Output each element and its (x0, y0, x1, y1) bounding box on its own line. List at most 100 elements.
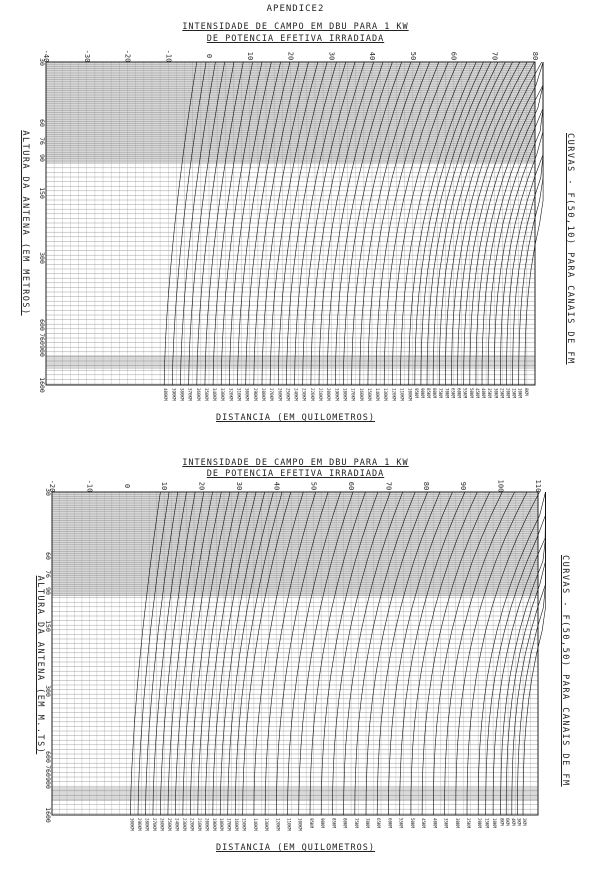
chart2-distance-label: 210KM (197, 818, 202, 831)
chart2-curve-45KM (421, 491, 490, 816)
chart2-y-tick-label: 1600 (44, 807, 52, 823)
chart1-curve-65KM (451, 61, 528, 386)
chart2-curve-180KM (219, 491, 265, 816)
chart1-curve-8KM (524, 62, 544, 386)
chart1-x-tick-label: 60 (450, 52, 458, 60)
chart2-distance-label: 50KM (410, 818, 415, 829)
chart1-x-tick-label: -30 (83, 50, 91, 63)
chart2-distance-label: 55KM (399, 818, 404, 829)
chart1-distance-label: 8KM (524, 388, 529, 396)
chart1-curve-250KM (286, 61, 337, 386)
chart1-distance-label: 75KM (438, 388, 443, 399)
chart2-distance-label: 250KM (167, 818, 172, 831)
chart2-curve-200KM (205, 491, 248, 816)
chart2-x-tick-label: 90 (459, 482, 467, 490)
chart1-curve-30KM (493, 62, 544, 386)
chart1-distance-label: 230KM (302, 388, 307, 401)
chart1-y-tick-label: 900 (38, 345, 46, 357)
chart1-curve-80KM (432, 61, 506, 386)
chart1-y-tick-label: 1600 (38, 377, 46, 393)
chart1-x-tick-label: 30 (327, 52, 335, 60)
chart1-curve-150KM (367, 61, 430, 386)
chart1-curve-75KM (438, 61, 513, 386)
chart1-y-tick-label: 300 (38, 252, 46, 264)
chart1-distance-label: 15KM (512, 388, 517, 399)
chart2-distance-label: 270KM (152, 818, 157, 831)
chart2-distance-label: 230KM (182, 818, 187, 831)
chart1-curve-210KM (318, 61, 374, 386)
chart2-curve-150KM (242, 491, 292, 816)
chart1-distance-label: 65KM (450, 388, 455, 399)
chart2-distance-label: 4KM (511, 818, 516, 826)
chart2-distance-label: 110KM (287, 818, 292, 831)
chart2-xlabel: DISTANCIA (EM QUILOMETROS) (215, 843, 376, 853)
chart2-curve-55KM (399, 491, 466, 816)
chart1-curve-400KM (163, 61, 198, 386)
chart1-title-line1: INTENSIDADE DE CAMPO EM DBU PARA 1 KW (182, 22, 409, 32)
chart1-x-tick-label: 0 (205, 54, 213, 58)
chart2-distance-label: 60KM (387, 818, 392, 829)
chart1-curve-200KM (326, 61, 384, 386)
chart2-curve-110KM (287, 491, 341, 816)
chart2-curve-65KM (376, 491, 441, 816)
chart2-curve-270KM (152, 491, 187, 816)
chart2-title-line1: INTENSIDADE DE CAMPO EM DBU PARA 1 KW (182, 458, 409, 468)
chart2-curve-230KM (182, 491, 222, 816)
chart2-distance-label: 8KM (500, 818, 505, 826)
chart1-curve-140KM (375, 61, 440, 386)
chart2-curve-80KM (343, 491, 403, 816)
chart1-curve-170KM (351, 61, 412, 386)
chart2-distance-label: 160KM (234, 818, 239, 831)
chart2-x-tick-label: 110 (534, 480, 542, 493)
chart2-distance-label: 150KM (242, 818, 247, 831)
chart2-distance-label: 130KM (264, 818, 269, 831)
chart1-x-tick-label: -40 (42, 50, 50, 63)
chart2-distance-label: 90KM (320, 818, 325, 829)
chart1-distance-label: 35KM (487, 388, 492, 399)
chart1-x-tick-label: -20 (124, 50, 132, 63)
chart2-x-tick-label: 80 (422, 482, 430, 490)
chart2-distance-label: 140KM (253, 818, 258, 831)
chart1-plot: -40 -30 -20 -10 0 10 20 30 40 50 60 70 80 30 60 76 90 150… (38, 50, 544, 401)
chart1-curve-330KM (220, 61, 263, 386)
chart2-curve-35KM (444, 491, 515, 816)
chart2-curve-10KM (492, 492, 546, 816)
chart2-distance-label: 190KM (212, 818, 217, 831)
chart1-distance-label: 340KM (212, 388, 217, 401)
chart1-distance-label: 150KM (367, 388, 372, 401)
chart1-distance-label: 110KM (400, 388, 405, 401)
chart1-curve-350KM (204, 61, 244, 386)
chart1-curve-370KM (188, 61, 225, 386)
chart2-x-tick-label: 0 (123, 484, 131, 488)
chart1-curve-180KM (343, 61, 402, 386)
chart1-curve-90KM (420, 61, 492, 386)
chart1-distance-label: 30KM (493, 388, 498, 399)
chart2-curve-140KM (253, 491, 304, 816)
chart2-distance-label: 200KM (204, 818, 209, 831)
chart1-distance-label: 260KM (277, 388, 282, 401)
chart2-curve-90KM (320, 491, 379, 816)
chart2-curve-40KM (432, 491, 503, 816)
chart1-y-tick-label: 600 (38, 319, 46, 331)
chart2-x-tick-label: 20 (198, 482, 206, 490)
chart2-distance-label: 75KM (354, 818, 359, 829)
chart2-distance-label: 180KM (219, 818, 224, 831)
chart2-curve-70KM (365, 491, 428, 816)
chart2-distance-label: 30KM (455, 818, 460, 829)
chart1-curve-290KM (253, 61, 300, 386)
chart1-curve-380KM (180, 61, 216, 386)
chart1-distance-label: 100KM (408, 388, 413, 401)
chart1-curve-70KM (444, 61, 521, 386)
chart2-y-tick-label: 30 (44, 488, 52, 496)
chart2-distance-label: 25KM (466, 818, 471, 829)
chart2-distance-label: 6KM (505, 818, 510, 826)
chart2-distance-label: 80KM (343, 818, 348, 829)
chart1-curve-130KM (383, 61, 449, 386)
chart1-y-tick-label: 76 (38, 137, 46, 145)
chart2-title-line2: DE POTENCIA EFETIVA IRRADIADA (206, 469, 385, 479)
chart1-x-tick-label: 20 (287, 52, 295, 60)
chart2-distance-label: 300KM (130, 818, 135, 831)
chart1-distance-label: 130KM (383, 388, 388, 401)
chart1-distance-label: 330KM (220, 388, 225, 401)
chart1-curve-360KM (196, 61, 235, 386)
